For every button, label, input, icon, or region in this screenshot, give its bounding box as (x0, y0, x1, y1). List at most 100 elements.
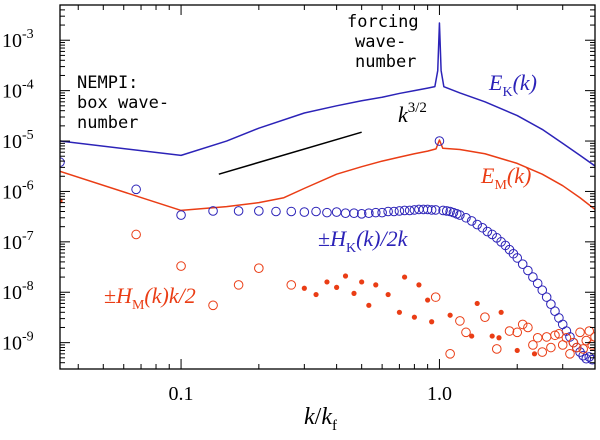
series-4-point-22 (554, 328, 564, 339)
series-2-point-17 (377, 207, 387, 218)
series-layer (60, 22, 595, 365)
y-tick-label-exponent: -4 (22, 78, 34, 93)
series-2-point-31 (441, 206, 452, 216)
series-2-point-40 (482, 226, 493, 237)
series-2-point-54 (546, 299, 556, 309)
ek-series-label: EK(k) (488, 70, 537, 100)
y-tick-label-2: 10-7 (2, 229, 34, 254)
series-2-point-49 (523, 265, 533, 276)
hm-series-label: ±HM(k)k/2 (104, 283, 196, 313)
series-3-point-1 (301, 285, 307, 291)
series-4-point-28 (575, 327, 585, 338)
series-2-point-66 (587, 354, 595, 365)
series-4-point-21 (550, 330, 560, 341)
series-3-point-20 (489, 333, 495, 339)
series-4-point-13 (512, 327, 523, 338)
series-2-point-30 (438, 205, 448, 216)
series-3-point-24 (531, 351, 538, 357)
series-4-point-12 (504, 326, 515, 336)
series-4-point-27 (571, 342, 582, 353)
x-tick-labels: 0.1 1.0 (169, 383, 452, 405)
series-2-point-28 (430, 205, 441, 215)
series-3-point-23 (514, 347, 520, 354)
series-2-point-26 (422, 204, 433, 215)
y-tick-label-mantissa: 10 (2, 232, 22, 254)
series-3-point-3 (324, 279, 330, 285)
series-2-point-2 (176, 210, 186, 220)
y-tick-label-4: 10-5 (2, 128, 34, 153)
series-3-point-13 (411, 314, 417, 320)
forcing-label-line2: wave- (355, 32, 406, 52)
series-2-point-22 (404, 205, 415, 216)
y-tick-label-exponent: -8 (22, 279, 34, 294)
series-4-point-0 (131, 229, 141, 240)
series-2-point-1 (131, 184, 141, 195)
series-2-point-10 (322, 207, 332, 218)
forcing-label-line1: forcing (347, 12, 419, 32)
nempi-label-line3: number (77, 113, 138, 133)
series-4-point-6 (430, 292, 441, 302)
series-2-point-27 (426, 205, 437, 215)
series-2-point-15 (364, 208, 374, 218)
series-2-point-35 (455, 210, 465, 220)
series-2-point-48 (517, 259, 528, 270)
series-2-point-52 (537, 285, 548, 295)
series-3-point-5 (342, 273, 349, 279)
forcing-label-line3: number (355, 52, 416, 72)
series-3-point-10 (385, 291, 391, 298)
y-tick-label-mantissa: 10 (2, 181, 22, 203)
y-tick-label-exponent: -9 (22, 330, 34, 345)
series-3-point-4 (334, 284, 340, 290)
series-4-point-25 (565, 349, 575, 359)
hk-series-label: ±HK(k)/2k (318, 226, 409, 256)
y-tick-label-mantissa: 10 (2, 30, 22, 52)
series-2-point-50 (528, 272, 538, 282)
series-1-line (60, 139, 595, 212)
series-2-point-59 (565, 332, 575, 342)
series-2-point-47 (512, 253, 523, 263)
series-4-point-7 (445, 349, 455, 359)
y-tick-label-mantissa: 10 (2, 131, 22, 153)
series-2-point-9 (311, 206, 321, 217)
series-2-point-39 (477, 222, 488, 233)
series-2-point-29 (434, 136, 445, 146)
series-0-line (60, 22, 595, 167)
series-2-point-37 (466, 216, 477, 226)
series-4-point-9 (461, 327, 471, 338)
series-4-point-14 (517, 319, 528, 330)
series-4-point-5 (286, 280, 297, 290)
y-tick-label-mantissa: 10 (2, 333, 22, 355)
series-4-point-18 (537, 347, 548, 357)
series-2-point-64 (581, 353, 592, 364)
series-3-point-16 (429, 319, 435, 325)
series-4-point-15 (523, 322, 533, 333)
series-3-point-8 (366, 302, 372, 308)
series-4-point-26 (568, 337, 579, 348)
series-3-point-18 (469, 333, 475, 339)
nempi-label-line2: box wave- (77, 93, 169, 113)
series-3-point-9 (373, 282, 379, 288)
series-4-point-33 (590, 332, 595, 342)
x-axis-title: k/kf (304, 404, 337, 434)
series-2-point-14 (356, 209, 367, 219)
series-3-point-21 (496, 335, 502, 341)
y-tick-label-5: 10-4 (2, 78, 34, 103)
x-tick-label-0: 0.1 (169, 383, 194, 405)
series-3-point-19 (474, 300, 480, 307)
series-3-point-2 (313, 291, 319, 298)
plot-frame (59, 4, 596, 370)
y-tick-label-1: 10-8 (2, 279, 34, 304)
series-2-point-19 (389, 206, 399, 217)
series-2-point-20 (394, 206, 405, 216)
series-2-point-3 (208, 206, 218, 216)
tick-layer (60, 4, 596, 370)
series-3-point-6 (351, 290, 357, 296)
y-tick-label-exponent: -7 (22, 229, 34, 244)
series-2-point-8 (299, 207, 310, 217)
series-4-point-2 (208, 300, 218, 311)
series-3-point-12 (401, 274, 408, 280)
series-4-point-29 (578, 344, 588, 354)
series-2-point-53 (541, 292, 552, 302)
series-4-point-10 (480, 312, 490, 322)
